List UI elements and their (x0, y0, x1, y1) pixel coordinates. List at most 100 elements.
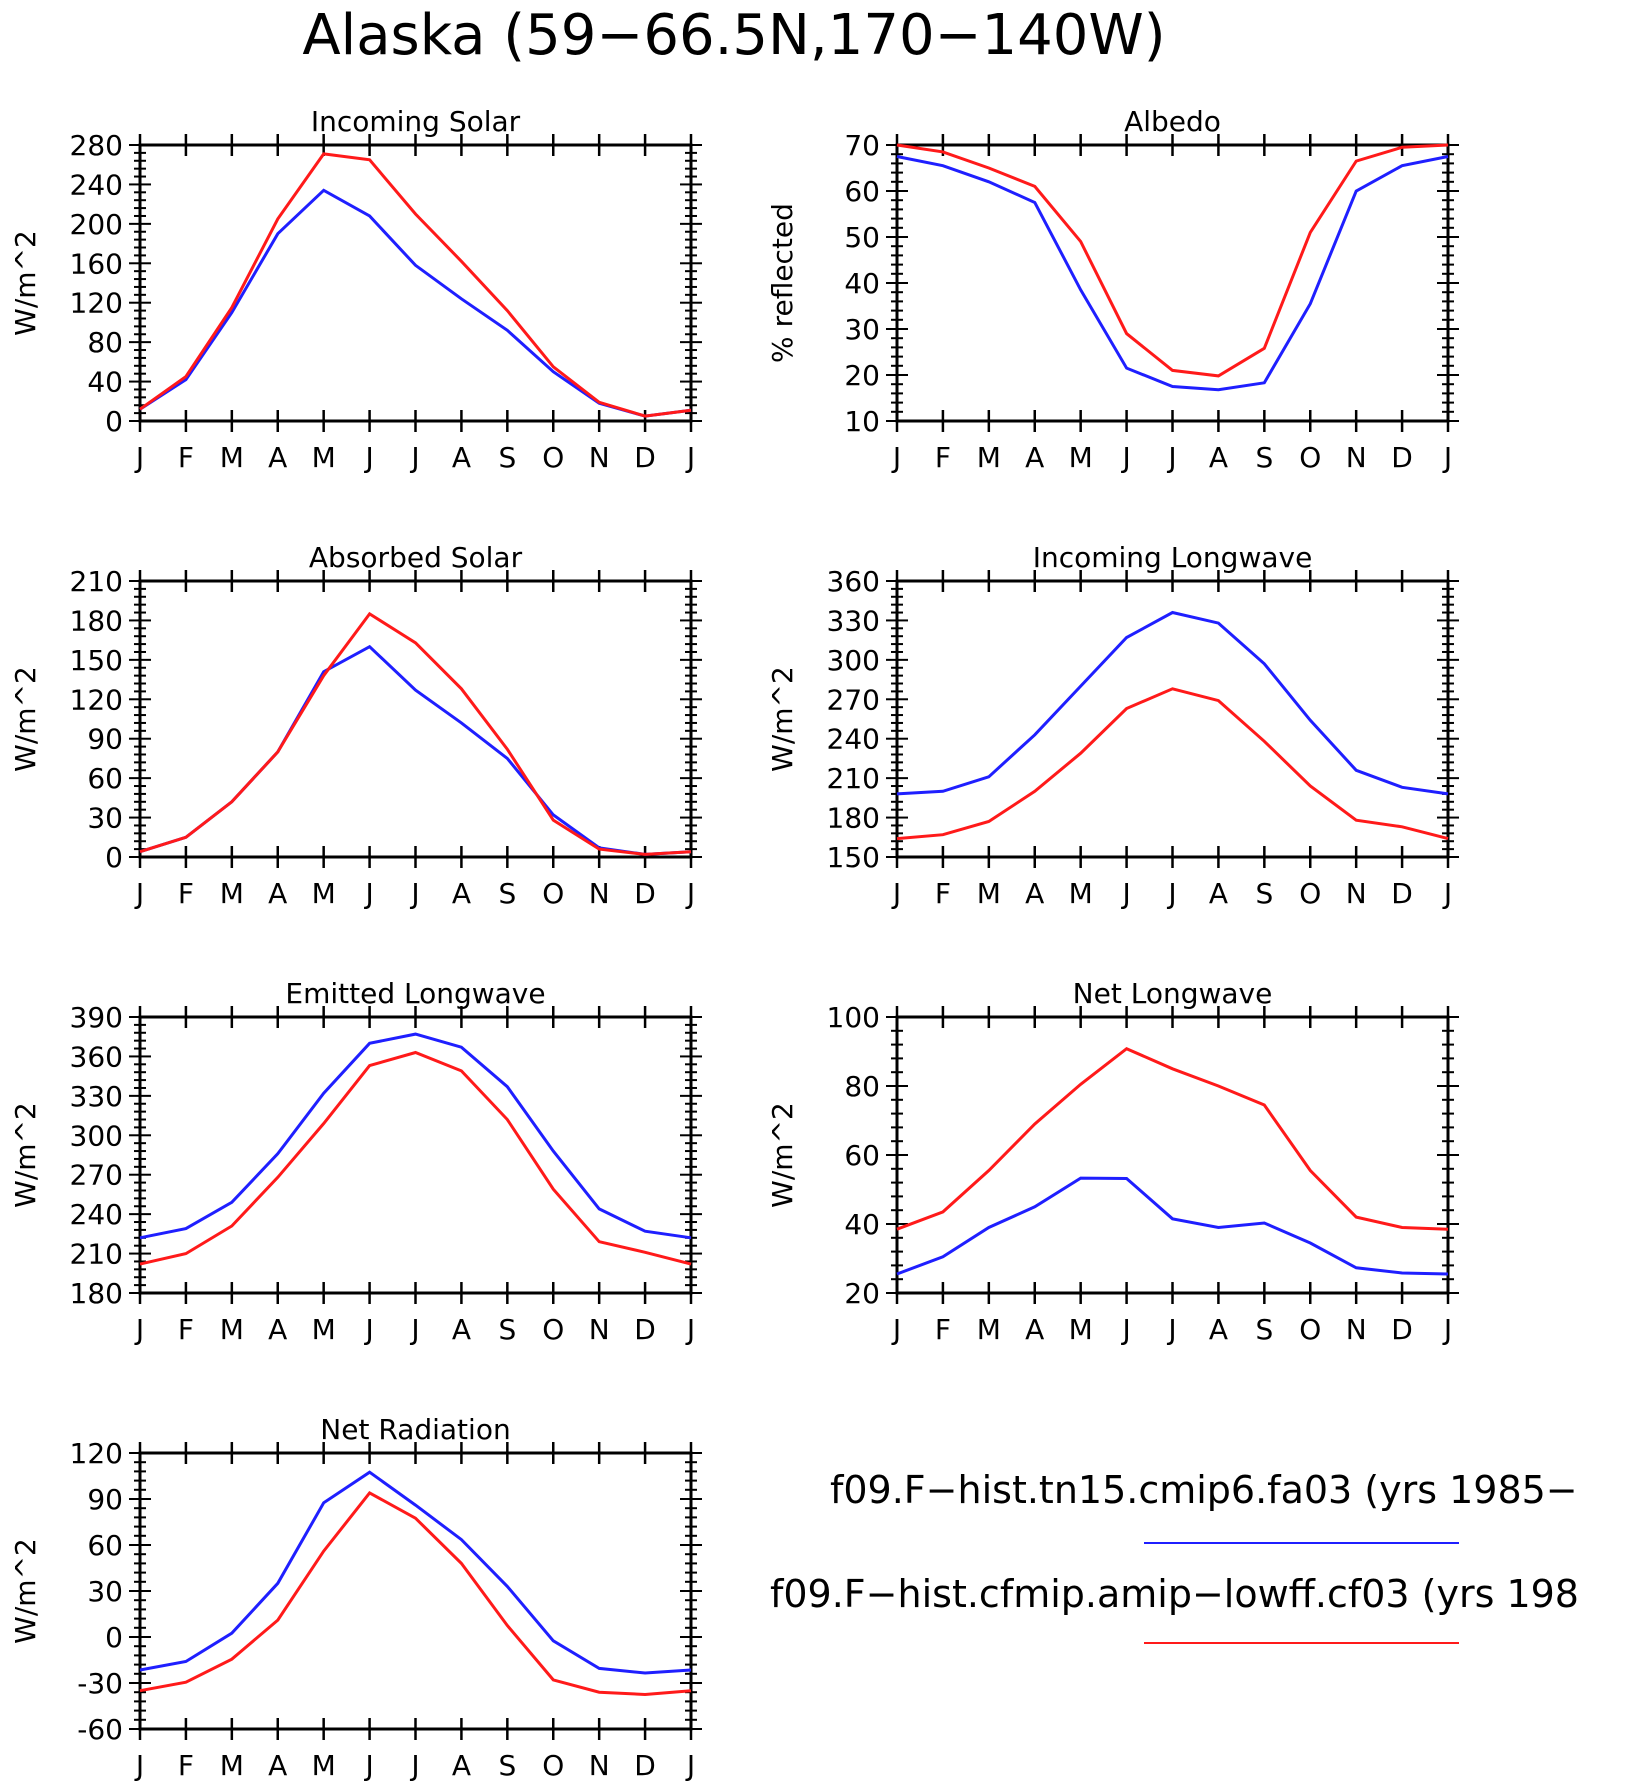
y-tick-label: 70 (844, 129, 880, 162)
x-tick-label: F (935, 1313, 951, 1346)
x-tick-label: A (1209, 441, 1228, 474)
legend-label-case2: f09.F−hist.cfmip.amip−lowff.cf03 (yrs 19… (770, 1572, 1579, 1616)
x-tick-label: J (134, 877, 144, 910)
x-tick-label: A (268, 877, 287, 910)
y-axis-label: % reflected (766, 203, 799, 363)
panel-title-albedo: Albedo (1124, 105, 1221, 138)
x-tick-label: D (634, 1749, 656, 1782)
x-tick-label: O (542, 441, 564, 474)
y-tick-label: 240 (70, 1198, 123, 1231)
x-tick-label: S (1255, 1313, 1273, 1346)
x-tick-label: N (1346, 441, 1367, 474)
x-tick-label: A (452, 877, 471, 910)
y-tick-label: 330 (827, 604, 880, 637)
y-tick-label: 20 (844, 1277, 880, 1310)
y-tick-label: 30 (844, 313, 880, 346)
x-tick-label: N (1346, 877, 1367, 910)
y-axis-label: W/m^2 (9, 1538, 42, 1644)
x-tick-label: J (891, 1313, 901, 1346)
x-tick-label: O (1299, 1313, 1321, 1346)
x-tick-label: J (363, 877, 373, 910)
x-tick-label: M (977, 441, 1001, 474)
x-tick-label: J (1166, 1313, 1176, 1346)
y-axis-label: W/m^2 (766, 1102, 799, 1208)
x-tick-label: O (542, 1313, 564, 1346)
x-tick-label: A (452, 1313, 471, 1346)
figure-title: Alaska (59−66.5N,170−140W) (302, 3, 1165, 68)
x-tick-label: F (178, 1313, 194, 1346)
x-tick-label: F (178, 1749, 194, 1782)
y-axis-label: W/m^2 (9, 230, 42, 336)
y-tick-label: 330 (70, 1080, 123, 1113)
y-tick-label: 150 (70, 644, 123, 677)
plot-frame (138, 579, 693, 859)
x-tick-label: M (312, 1749, 336, 1782)
x-tick-label: J (1120, 1313, 1130, 1346)
plot-frame (895, 579, 1450, 859)
x-tick-label: J (891, 877, 901, 910)
y-tick-label: 100 (827, 1001, 880, 1034)
series-line-case2 (139, 152, 692, 418)
x-tick-label: J (134, 441, 144, 474)
y-tick-label: 360 (70, 1040, 123, 1073)
y-tick-label: 90 (87, 1483, 123, 1516)
y-tick-label: 60 (87, 762, 123, 795)
x-tick-label: N (589, 1313, 610, 1346)
series-line-case1 (139, 1470, 692, 1675)
x-tick-label: D (1391, 877, 1413, 910)
panel-title-net-radiation: Net Radiation (320, 1413, 510, 1446)
y-tick-label: 210 (827, 762, 880, 795)
x-tick-label: J (685, 1313, 695, 1346)
x-tick-label: F (178, 877, 194, 910)
series-line-case1 (896, 155, 1449, 392)
y-tick-label: 10 (844, 405, 880, 438)
y-tick-label: 180 (70, 604, 123, 637)
y-tick-label: 180 (70, 1277, 123, 1310)
y-tick-label: 40 (844, 267, 880, 300)
x-tick-label: D (634, 441, 656, 474)
y-tick-label: 30 (87, 802, 123, 835)
y-tick-label: 180 (827, 802, 880, 835)
x-tick-label: M (220, 1313, 244, 1346)
series-line-case2 (896, 143, 1449, 378)
x-tick-label: S (498, 441, 516, 474)
series-line-case2 (139, 611, 692, 856)
x-tick-label: J (1442, 1313, 1452, 1346)
x-tick-label: M (1069, 441, 1093, 474)
y-tick-label: -30 (77, 1667, 123, 1700)
legend: f09.F−hist.tn15.cmip6.fa03 (yrs 1985− f0… (770, 1468, 1579, 1644)
x-tick-label: J (134, 1749, 144, 1782)
y-tick-label: 150 (827, 841, 880, 874)
plot-frame (895, 1015, 1450, 1295)
x-tick-label: M (220, 1749, 244, 1782)
y-axis-label: W/m^2 (9, 666, 42, 772)
y-tick-label: 0 (105, 841, 123, 874)
x-tick-label: J (685, 877, 695, 910)
x-tick-label: A (1209, 877, 1228, 910)
y-tick-label: 200 (70, 208, 123, 241)
y-tick-label: 0 (105, 405, 123, 438)
x-tick-label: F (935, 441, 951, 474)
x-tick-label: M (1069, 1313, 1093, 1346)
x-tick-label: D (1391, 1313, 1413, 1346)
y-tick-label: 60 (844, 1139, 880, 1172)
x-tick-label: M (312, 877, 336, 910)
y-tick-label: 30 (87, 1575, 123, 1608)
y-tick-label: -60 (77, 1713, 123, 1746)
x-tick-label: M (312, 1313, 336, 1346)
x-tick-label: J (891, 441, 901, 474)
x-tick-label: J (363, 441, 373, 474)
x-tick-label: S (498, 1749, 516, 1782)
x-tick-label: M (977, 1313, 1001, 1346)
series-line-case1 (139, 188, 692, 418)
panel-title-incoming-solar: Incoming Solar (311, 105, 521, 138)
y-tick-label: 120 (70, 1437, 123, 1470)
x-tick-label: F (935, 877, 951, 910)
x-tick-label: N (589, 877, 610, 910)
x-tick-label: M (1069, 877, 1093, 910)
y-tick-label: 50 (844, 221, 880, 254)
